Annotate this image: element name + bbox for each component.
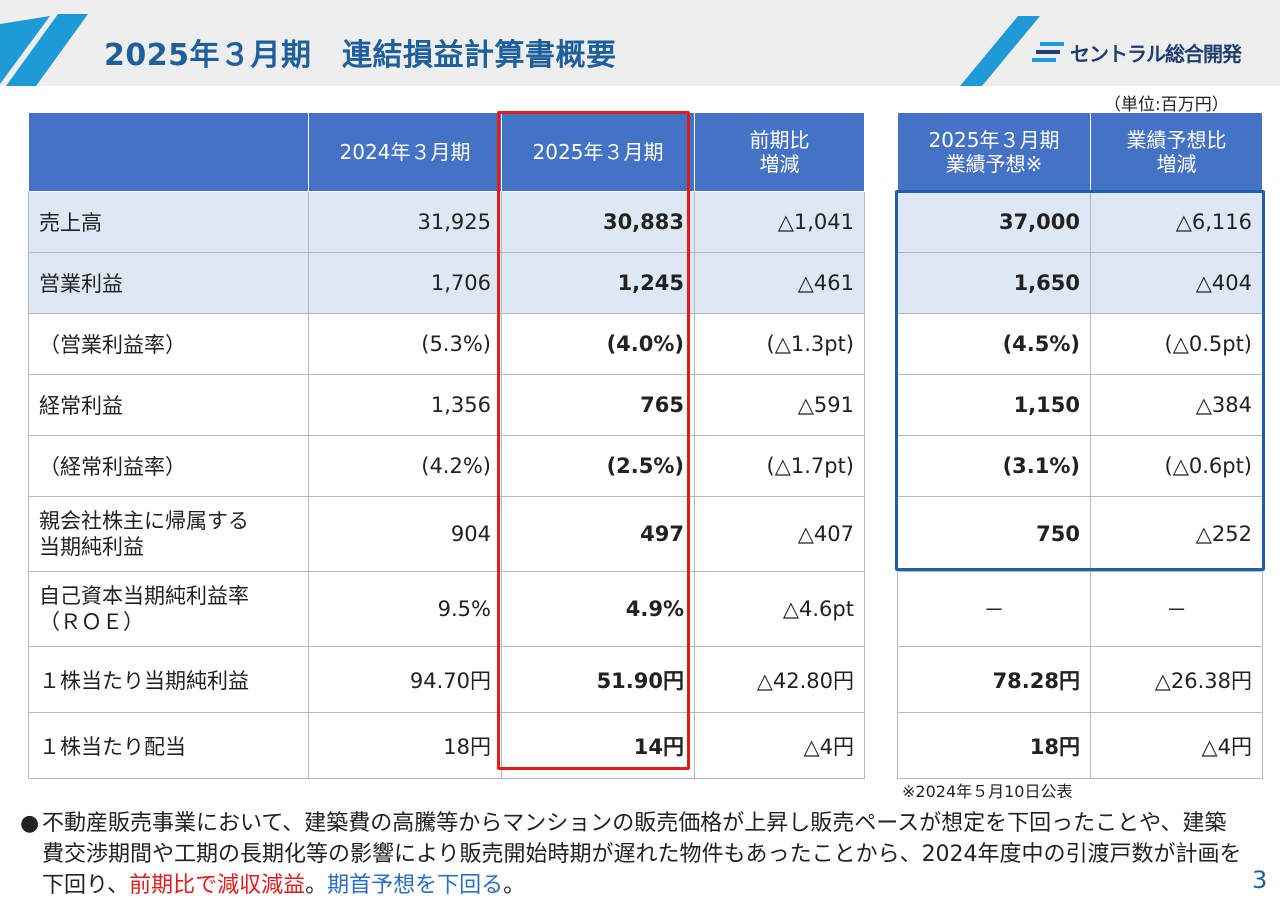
cell-prev: 18円 — [308, 712, 502, 779]
row-label: （営業利益率） — [28, 313, 309, 375]
unit-note: （単位:百万円） — [1104, 95, 1229, 115]
cell-prev: 1,706 — [308, 252, 502, 314]
table-row: １株当たり配当 18円 14円 △4円 — [28, 712, 865, 779]
header-fy2024: 2024年３月期 — [308, 112, 502, 192]
table-row: 経常利益 1,356 765 △591 — [28, 374, 865, 436]
table-row: 親会社株主に帰属する 当期純利益 904 497 △407 — [28, 496, 865, 572]
cell-forecast-diff: － — [1090, 571, 1263, 647]
header-fy2025: 2025年３月期 — [501, 112, 695, 192]
slide-header: 2025年３月期 連結損益計算書概要 セントラル総合開発 — [0, 0, 1280, 86]
row-label: 売上高 — [28, 191, 309, 253]
header-yoy-diff: 前期比 増減 — [694, 112, 865, 192]
header-forecast: 2025年３月期 業績予想※ — [897, 112, 1091, 192]
table-row: 78.28円 △26.38円 — [897, 646, 1263, 713]
cell-forecast: 750 — [897, 496, 1091, 572]
row-label: １株当たり当期純利益 — [28, 646, 309, 713]
table-row: （経常利益率） (4.2%) (2.5%) (△1.7pt) — [28, 435, 865, 497]
company-logo: セントラル総合開発 — [1032, 38, 1242, 66]
table-row: － － — [897, 571, 1263, 647]
cell-diff: △1,041 — [694, 191, 865, 253]
summary-highlight-blue: 期首予想を下回る — [327, 873, 504, 898]
slash-decoration-right — [960, 16, 1040, 86]
cell-curr: 1,245 — [501, 252, 695, 314]
row-label: 自己資本当期純利益率 （ＲＯＥ） — [28, 571, 309, 647]
table-row: 37,000 △6,116 — [897, 191, 1263, 253]
table-header-row: 2025年３月期 業績予想※ 業績予想比 増減 — [897, 112, 1263, 192]
footnote: ※2024年５月10日公表 — [902, 782, 1073, 801]
row-label: 経常利益 — [28, 374, 309, 436]
cell-diff: (△1.7pt) — [694, 435, 865, 497]
cell-curr: (4.0%) — [501, 313, 695, 375]
income-statement-table: 2024年３月期 2025年３月期 前期比 増減 売上高 31,925 30,88… — [28, 112, 865, 779]
cell-diff: △591 — [694, 374, 865, 436]
row-label: 親会社株主に帰属する 当期純利益 — [28, 496, 309, 572]
table-row: 18円 △4円 — [897, 712, 1263, 779]
cell-forecast-diff: (△0.6pt) — [1090, 435, 1263, 497]
cell-forecast-diff: (△0.5pt) — [1090, 313, 1263, 375]
summary-sep: 。 — [305, 873, 328, 898]
slash-decoration-left — [0, 14, 88, 86]
cell-prev: 9.5% — [308, 571, 502, 647]
summary-bullet: ● 不動産販売事業において、建築費の高騰等からマンションの販売価格が上昇し販売ペ… — [12, 808, 1242, 901]
summary-highlight-red: 前期比で減収減益 — [129, 873, 306, 898]
cell-prev: 31,925 — [308, 191, 502, 253]
table-row: (4.5%) (△0.5pt) — [897, 313, 1263, 375]
cell-curr: 497 — [501, 496, 695, 572]
table-row: 自己資本当期純利益率 （ＲＯＥ） 9.5% 4.9% △4.6pt — [28, 571, 865, 647]
row-label: 営業利益 — [28, 252, 309, 314]
row-label: （経常利益率） — [28, 435, 309, 497]
cell-diff: △4.6pt — [694, 571, 865, 647]
cell-diff: △4円 — [694, 712, 865, 779]
cell-prev: (4.2%) — [308, 435, 502, 497]
cell-forecast: 18円 — [897, 712, 1091, 779]
table-header-row: 2024年３月期 2025年３月期 前期比 増減 — [28, 112, 865, 192]
cell-curr: 4.9% — [501, 571, 695, 647]
page-title: 2025年３月期 連結損益計算書概要 — [104, 38, 617, 73]
cell-diff: (△1.3pt) — [694, 313, 865, 375]
header-blank — [28, 112, 309, 192]
fy2025-highlight-box — [497, 111, 690, 770]
cell-curr: (2.5%) — [501, 435, 695, 497]
logo-text: セントラル総合開発 — [1070, 41, 1242, 66]
cell-prev: (5.3%) — [308, 313, 502, 375]
cell-forecast: 78.28円 — [897, 646, 1091, 713]
cell-prev: 94.70円 — [308, 646, 502, 713]
cell-diff: △42.80円 — [694, 646, 865, 713]
table-row: 営業利益 1,706 1,245 △461 — [28, 252, 865, 314]
logo-mark-icon — [1032, 42, 1064, 62]
cell-forecast: (4.5%) — [897, 313, 1091, 375]
page-number: 3 — [1252, 866, 1268, 894]
cell-forecast-diff: △6,116 — [1090, 191, 1263, 253]
summary-text: 不動産販売事業において、建築費の高騰等からマンションの販売価格が上昇し販売ペース… — [42, 811, 1242, 898]
cell-prev: 1,356 — [308, 374, 502, 436]
cell-forecast: 37,000 — [897, 191, 1091, 253]
table-row: １株当たり当期純利益 94.70円 51.90円 △42.80円 — [28, 646, 865, 713]
header-forecast-diff: 業績予想比 増減 — [1090, 112, 1263, 192]
cell-curr: 51.90円 — [501, 646, 695, 713]
cell-diff: △407 — [694, 496, 865, 572]
cell-diff: △461 — [694, 252, 865, 314]
summary-end: 。 — [503, 873, 526, 898]
cell-curr: 765 — [501, 374, 695, 436]
table-row: （営業利益率） (5.3%) (4.0%) (△1.3pt) — [28, 313, 865, 375]
cell-forecast-diff: △4円 — [1090, 712, 1263, 779]
cell-forecast-diff: △252 — [1090, 496, 1263, 572]
bullet-dot-icon: ● — [20, 811, 40, 836]
cell-forecast-diff: △26.38円 — [1090, 646, 1263, 713]
cell-prev: 904 — [308, 496, 502, 572]
cell-forecast: － — [897, 571, 1091, 647]
table-row: 売上高 31,925 30,883 △1,041 — [28, 191, 865, 253]
table-row: 750 △252 — [897, 496, 1263, 572]
forecast-highlight-box — [895, 190, 1265, 571]
row-label: １株当たり配当 — [28, 712, 309, 779]
cell-curr: 30,883 — [501, 191, 695, 253]
